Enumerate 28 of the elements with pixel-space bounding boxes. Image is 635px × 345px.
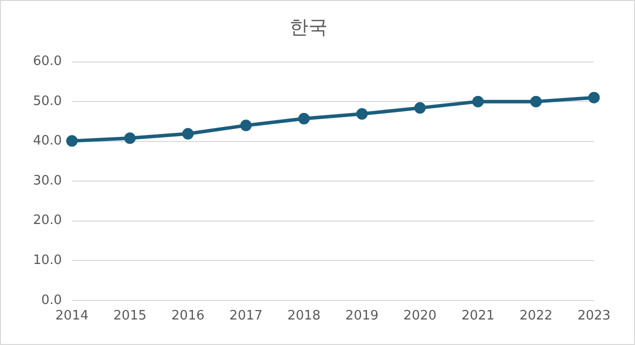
point [182, 128, 194, 140]
point [588, 92, 600, 104]
point [298, 112, 310, 124]
x-tick-label: 2017 [229, 308, 263, 324]
point [472, 96, 484, 108]
x-tick-label: 2014 [55, 308, 88, 324]
x-tick-label: 2021 [461, 308, 495, 324]
y-tick-label: 40.0 [32, 134, 62, 149]
y-tick-label: 0.0 [41, 292, 62, 308]
x-tick-label: 2023 [577, 308, 611, 324]
x-tick-label: 2015 [113, 308, 146, 324]
point [124, 132, 136, 144]
x-tick-label: 2019 [345, 308, 379, 324]
x-tick-label: 2016 [171, 308, 205, 324]
point [240, 120, 252, 132]
x-tick-label: 2018 [287, 308, 321, 324]
x-tick-label: 2020 [403, 308, 437, 324]
y-tick-label: 20.0 [32, 213, 62, 228]
y-tick-label: 10.0 [32, 253, 62, 268]
y-tick-label: 30.0 [32, 173, 62, 188]
point [530, 96, 542, 108]
point [414, 102, 426, 114]
chart-title: 한국 [290, 16, 328, 38]
y-tick-label: 50.0 [32, 94, 62, 109]
point [66, 135, 78, 147]
x-tick-label: 2022 [519, 308, 553, 324]
point [356, 108, 368, 120]
y-tick-label: 60.0 [32, 54, 62, 70]
